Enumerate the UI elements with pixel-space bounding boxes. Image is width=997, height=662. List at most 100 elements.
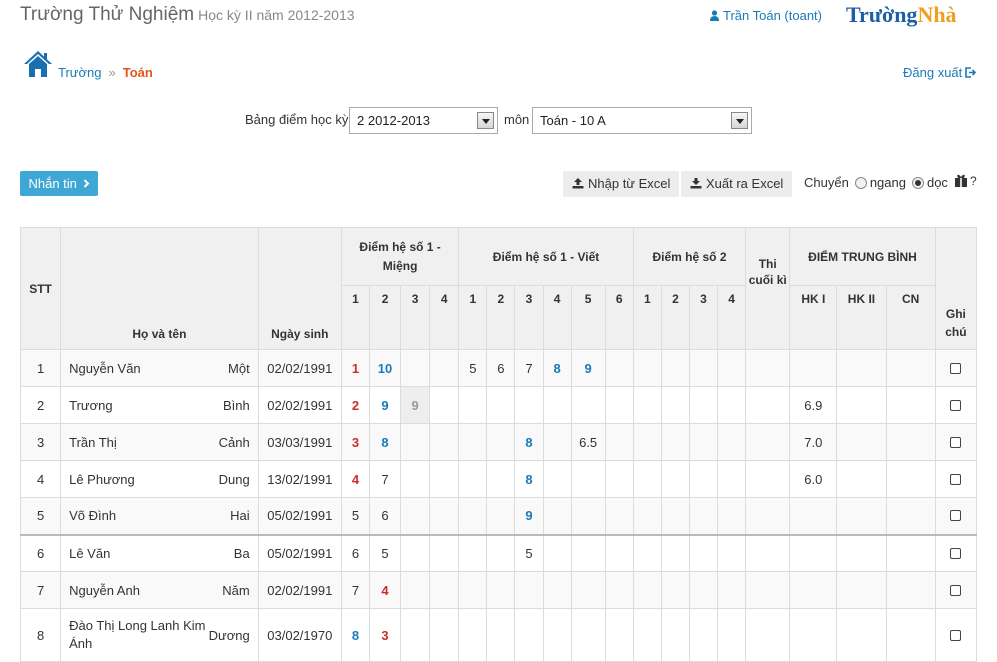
coef2-score-cell[interactable] xyxy=(660,571,690,609)
oral-score-cell[interactable]: 2 xyxy=(340,386,371,424)
oral-score-cell[interactable] xyxy=(429,349,460,387)
final-exam-cell[interactable] xyxy=(745,608,791,662)
note-checkbox[interactable] xyxy=(950,399,962,411)
coef2-score-cell[interactable] xyxy=(660,608,690,662)
oral-score-cell[interactable]: 3 xyxy=(340,423,371,461)
written-score-cell[interactable] xyxy=(542,460,572,498)
coef2-score-cell[interactable] xyxy=(717,386,747,424)
chevron-down-icon[interactable] xyxy=(477,112,494,129)
oral-score-cell[interactable] xyxy=(400,497,431,535)
coef2-score-cell[interactable] xyxy=(660,349,690,387)
coef2-score-cell[interactable] xyxy=(632,571,662,609)
written-score-cell[interactable] xyxy=(604,460,634,498)
oral-score-cell[interactable]: 6 xyxy=(340,533,371,572)
option-horizontal-label[interactable]: ngang xyxy=(869,175,906,190)
written-score-cell[interactable] xyxy=(542,423,572,461)
note-checkbox[interactable] xyxy=(950,510,962,522)
oral-score-cell[interactable]: 9 xyxy=(400,386,431,424)
coef2-score-cell[interactable] xyxy=(688,533,719,572)
oral-score-cell[interactable]: 7 xyxy=(368,460,402,498)
note-checkbox[interactable] xyxy=(950,362,962,374)
oral-score-cell[interactable]: 8 xyxy=(368,423,402,461)
oral-score-cell[interactable] xyxy=(429,460,460,498)
written-score-cell[interactable] xyxy=(458,571,488,609)
send-message-button[interactable]: Nhắn tin xyxy=(20,171,98,196)
written-score-cell[interactable]: 9 xyxy=(514,497,544,535)
coef2-score-cell[interactable] xyxy=(717,571,747,609)
oral-score-cell[interactable]: 10 xyxy=(368,349,402,387)
semester-select[interactable]: 2 2012-2013 xyxy=(349,107,498,134)
written-score-cell[interactable] xyxy=(514,608,544,662)
final-exam-cell[interactable] xyxy=(745,386,791,424)
oral-score-cell[interactable]: 7 xyxy=(340,571,371,609)
coef2-score-cell[interactable] xyxy=(632,608,662,662)
oral-score-cell[interactable] xyxy=(400,571,431,609)
coef2-score-cell[interactable] xyxy=(717,533,747,572)
import-excel-button[interactable]: Nhập từ Excel xyxy=(563,171,680,197)
written-score-cell[interactable] xyxy=(486,460,516,498)
coef2-score-cell[interactable] xyxy=(660,533,690,572)
coef2-score-cell[interactable] xyxy=(717,349,747,387)
radio-vertical[interactable] xyxy=(911,177,924,189)
final-exam-cell[interactable] xyxy=(745,497,791,535)
coef2-score-cell[interactable] xyxy=(660,460,690,498)
coef2-score-cell[interactable] xyxy=(688,349,719,387)
written-score-cell[interactable] xyxy=(486,608,516,662)
written-score-cell[interactable]: 9 xyxy=(570,349,606,387)
oral-score-cell[interactable] xyxy=(400,533,431,572)
oral-score-cell[interactable] xyxy=(400,423,431,461)
written-score-cell[interactable] xyxy=(570,386,606,424)
logout-link[interactable]: Đăng xuất xyxy=(903,65,977,80)
settings-icon[interactable] xyxy=(954,174,968,188)
written-score-cell[interactable] xyxy=(542,497,572,535)
help-icon[interactable]: ? xyxy=(970,174,977,188)
written-score-cell[interactable]: 8 xyxy=(514,423,544,461)
final-exam-cell[interactable] xyxy=(745,349,791,387)
coef2-score-cell[interactable] xyxy=(688,571,719,609)
coef2-score-cell[interactable] xyxy=(717,497,747,535)
coef2-score-cell[interactable] xyxy=(632,349,662,387)
coef2-score-cell[interactable] xyxy=(688,386,719,424)
written-score-cell[interactable] xyxy=(542,608,572,662)
written-score-cell[interactable] xyxy=(542,571,572,609)
coef2-score-cell[interactable] xyxy=(688,497,719,535)
written-score-cell[interactable] xyxy=(604,386,634,424)
written-score-cell[interactable] xyxy=(570,497,606,535)
coef2-score-cell[interactable] xyxy=(717,423,747,461)
final-exam-cell[interactable] xyxy=(745,460,791,498)
written-score-cell[interactable]: 5 xyxy=(514,533,544,572)
written-score-cell[interactable]: 8 xyxy=(542,349,572,387)
oral-score-cell[interactable]: 3 xyxy=(368,608,402,662)
coef2-score-cell[interactable] xyxy=(660,497,690,535)
export-excel-button[interactable]: Xuất ra Excel xyxy=(681,171,793,197)
oral-score-cell[interactable] xyxy=(429,533,460,572)
written-score-cell[interactable] xyxy=(458,608,488,662)
coef2-score-cell[interactable] xyxy=(632,386,662,424)
coef2-score-cell[interactable] xyxy=(688,460,719,498)
oral-score-cell[interactable]: 6 xyxy=(368,497,402,535)
written-score-cell[interactable] xyxy=(458,423,488,461)
user-account-link[interactable]: Trần Toán (toant) xyxy=(710,8,822,23)
written-score-cell[interactable]: 8 xyxy=(514,460,544,498)
oral-score-cell[interactable] xyxy=(429,608,460,662)
coef2-score-cell[interactable] xyxy=(717,460,747,498)
option-vertical-label[interactable]: dọc xyxy=(926,175,948,190)
home-icon[interactable] xyxy=(23,50,53,78)
written-score-cell[interactable] xyxy=(604,533,634,572)
written-score-cell[interactable] xyxy=(570,571,606,609)
note-checkbox[interactable] xyxy=(950,473,962,485)
final-exam-cell[interactable] xyxy=(745,571,791,609)
oral-score-cell[interactable] xyxy=(429,386,460,424)
written-score-cell[interactable] xyxy=(486,571,516,609)
written-score-cell[interactable]: 6.5 xyxy=(570,423,606,461)
written-score-cell[interactable] xyxy=(458,533,488,572)
written-score-cell[interactable] xyxy=(458,386,488,424)
written-score-cell[interactable] xyxy=(514,386,544,424)
written-score-cell[interactable] xyxy=(486,386,516,424)
oral-score-cell[interactable]: 1 xyxy=(340,349,371,387)
chevron-down-icon[interactable] xyxy=(731,112,748,129)
written-score-cell[interactable] xyxy=(542,533,572,572)
written-score-cell[interactable] xyxy=(458,497,488,535)
oral-score-cell[interactable]: 5 xyxy=(368,533,402,572)
coef2-score-cell[interactable] xyxy=(632,497,662,535)
